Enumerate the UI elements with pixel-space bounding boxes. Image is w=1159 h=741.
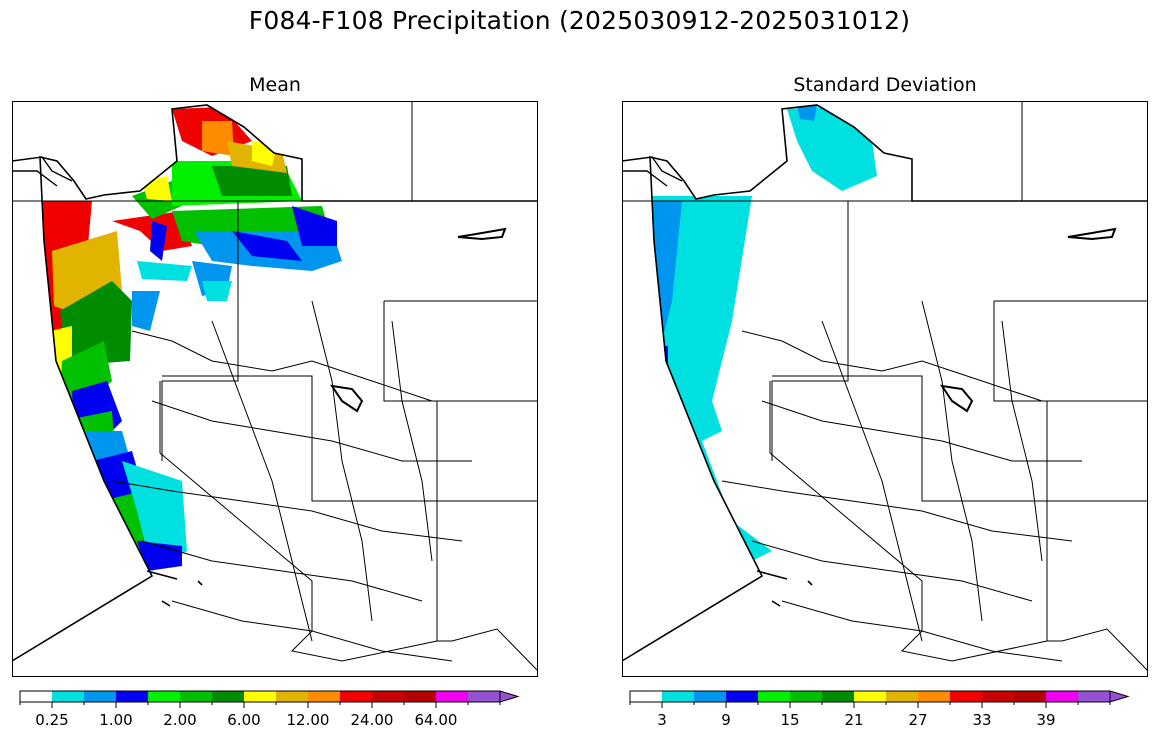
colorbar-swatch	[212, 691, 244, 702]
colorbar-outline	[629, 690, 1110, 703]
colorbar-swatch	[308, 691, 340, 702]
colorbar-swatch	[886, 691, 918, 702]
colorbar-swatch	[854, 691, 886, 702]
colorbar-sd: 3 9 15 21 27 33 39	[629, 690, 1130, 729]
figure-title: F084-F108 Precipitation (2025030912-2025…	[248, 6, 911, 35]
colorbar-swatch	[1078, 691, 1110, 702]
colorbar-tick-label: 1.00	[99, 711, 132, 729]
colorbar-swatch	[950, 691, 982, 702]
colorbar-tick-label: 39	[1036, 711, 1055, 729]
colorbar-swatch	[662, 691, 694, 702]
colorbar-swatch	[116, 691, 148, 702]
colorbar-swatch	[404, 691, 436, 702]
colorbar-swatch	[148, 691, 180, 702]
colorbar-outline	[19, 690, 500, 703]
colorbar-swatch	[372, 691, 404, 702]
precip-fill-mean	[42, 107, 342, 571]
colorbar-swatch	[982, 691, 1014, 702]
colorbar-swatch	[726, 691, 758, 702]
colorbar-tick-label: 6.00	[227, 711, 260, 729]
colorbar-swatch	[1046, 691, 1078, 702]
panel-title-sd: Standard Deviation	[793, 74, 977, 96]
colorbar-swatch	[52, 691, 84, 702]
colorbar-swatch	[758, 691, 790, 702]
map-mean	[12, 101, 538, 677]
colorbar-swatch	[694, 691, 726, 702]
colorbar-swatch	[20, 691, 52, 702]
panel-title-mean: Mean	[249, 74, 301, 96]
colorbar-mean: 0.25 1.00 2.00 6.00 12.00 24.00 64.00	[19, 690, 520, 729]
colorbar-tick-label: 24.00	[351, 711, 394, 729]
colorbar-tick-label: 9	[721, 711, 731, 729]
colorbar-tick-label: 33	[972, 711, 991, 729]
map-frame-sd	[622, 101, 1148, 677]
colorbar-extend-arrow	[499, 690, 520, 703]
colorbar-swatch	[790, 691, 822, 702]
colorbar-swatch	[340, 691, 372, 702]
colorbar-swatch	[630, 691, 662, 702]
colorbar-swatch	[244, 691, 276, 702]
basin-boundaries	[622, 101, 1148, 677]
basin-boundaries	[12, 101, 538, 677]
colorbar-tick-label: 0.25	[35, 711, 68, 729]
colorbar-extend-arrow	[1109, 690, 1130, 703]
colorbar-swatch	[822, 691, 854, 702]
colorbar-swatch	[436, 691, 468, 702]
colorbar-tick-label: 21	[844, 711, 863, 729]
colorbar-swatch	[468, 691, 500, 702]
colorbar-swatch	[1014, 691, 1046, 702]
colorbar-swatch	[84, 691, 116, 702]
colorbar-tick-label: 15	[780, 711, 799, 729]
colorbar-tick-label: 64.00	[415, 711, 458, 729]
colorbar-swatch	[918, 691, 950, 702]
colorbar-swatch	[180, 691, 212, 702]
colorbar-tick-label: 3	[657, 711, 667, 729]
colorbar-tick-label: 2.00	[163, 711, 196, 729]
colorbar-tick-label: 12.00	[287, 711, 330, 729]
map-sd	[622, 101, 1148, 677]
colorbar-swatch	[276, 691, 308, 702]
map-frame-mean	[12, 101, 538, 677]
colorbar-tick-label: 27	[908, 711, 927, 729]
